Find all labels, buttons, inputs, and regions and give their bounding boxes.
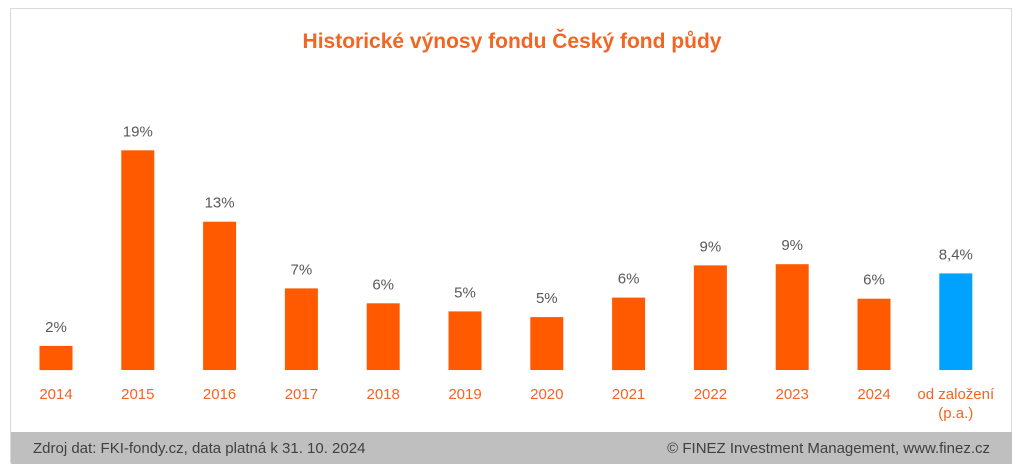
footer-source: Zdroj dat: FKI-fondy.cz, data platná k 3… xyxy=(33,440,366,457)
data-label-9: 9% xyxy=(781,237,803,254)
bar-10 xyxy=(857,298,891,370)
bar-0 xyxy=(39,345,73,371)
bar-11 xyxy=(939,273,973,370)
chart-frame xyxy=(10,8,1012,463)
data-label-6: 5% xyxy=(536,290,558,307)
data-label-0: 2% xyxy=(45,319,67,336)
bar-1 xyxy=(121,150,155,370)
category-label-9: 2023 xyxy=(776,386,809,403)
category-label-11: od založení (p.a.) xyxy=(917,386,995,422)
category-label-7: 2021 xyxy=(612,386,645,403)
bar-2 xyxy=(203,221,237,370)
data-label-2: 13% xyxy=(205,195,235,212)
category-label-10: 2024 xyxy=(857,386,890,403)
bar-7 xyxy=(612,297,646,371)
bar-5 xyxy=(448,311,482,370)
category-label-5: 2019 xyxy=(448,386,481,403)
category-label-8: 2022 xyxy=(694,386,727,403)
footer-bar: Zdroj dat: FKI-fondy.cz, data platná k 3… xyxy=(11,432,1012,464)
data-label-8: 9% xyxy=(700,238,722,255)
footer-copyright: © FINEZ Investment Management, www.finez… xyxy=(667,440,990,457)
data-label-1: 19% xyxy=(123,123,153,140)
category-label-4: 2018 xyxy=(367,386,400,403)
data-label-4: 6% xyxy=(372,276,394,293)
category-label-3: 2017 xyxy=(285,386,318,403)
bar-8 xyxy=(693,265,727,370)
data-label-10: 6% xyxy=(863,272,885,289)
bar-3 xyxy=(284,288,318,370)
data-label-5: 5% xyxy=(454,284,476,301)
data-label-7: 6% xyxy=(618,271,640,288)
chart-title: Historické výnosy fondu Český fond půdy xyxy=(302,30,722,53)
bar-9 xyxy=(775,264,809,370)
bar-4 xyxy=(366,303,400,370)
data-label-3: 7% xyxy=(291,261,313,278)
bar-6 xyxy=(530,317,564,370)
data-label-11: 8,4% xyxy=(939,246,973,263)
category-label-1: 2015 xyxy=(121,386,154,403)
category-label-0: 2014 xyxy=(39,386,72,403)
category-label-6: 2020 xyxy=(530,386,563,403)
category-label-2: 2016 xyxy=(203,386,236,403)
